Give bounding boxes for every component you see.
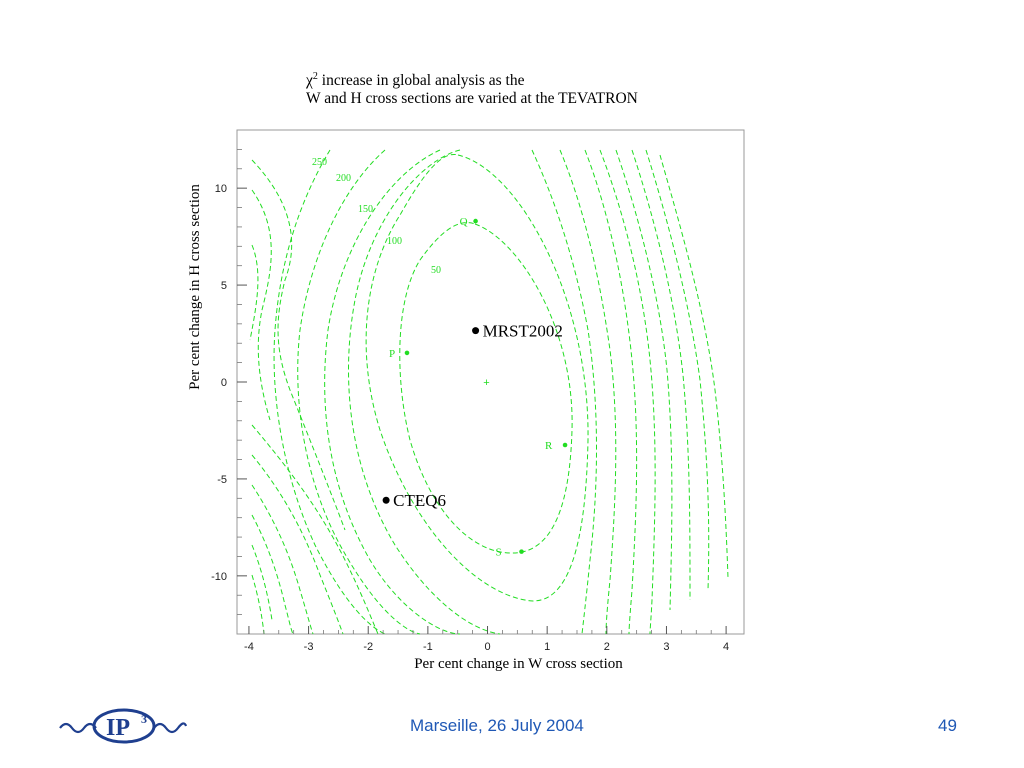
chi-symbol: χ (306, 72, 313, 90)
footer-text: Marseille, 26 July 2004 (410, 716, 584, 735)
contour-line (531, 149, 597, 635)
green-point-r (562, 442, 568, 448)
contour-line (599, 149, 656, 635)
y-tick-label: 5 (221, 280, 227, 292)
x-tick-label: -3 (304, 641, 314, 653)
logo-superscript: 3 (141, 712, 147, 726)
chi-superscript: 2 (312, 71, 318, 82)
contour-line (399, 222, 573, 554)
x-tick-label: -4 (244, 641, 254, 653)
green-point-s (519, 549, 524, 554)
point-label-mrst2002: MRST2002 (483, 322, 563, 341)
x-tick-label: 1 (544, 641, 550, 653)
x-tick-label: 2 (604, 641, 610, 653)
point-label-cteq6: CTEQ6 (393, 491, 446, 510)
y-tick-label: 10 (215, 183, 227, 195)
green-point-q (473, 218, 478, 224)
origin-marker: + (483, 377, 489, 389)
contour-line (251, 159, 346, 531)
contour-label: 200 (336, 173, 351, 184)
title-line-1: increase in global analysis as the (317, 72, 525, 90)
contour-line (324, 149, 461, 635)
logo-wave-right (153, 722, 188, 734)
x-tick-label: 0 (484, 641, 490, 653)
point-mrst2002 (472, 327, 480, 335)
contour-label: 250 (312, 157, 327, 168)
x-axis-title: Per cent change in W cross section (414, 656, 623, 672)
x-tick-label: 3 (663, 641, 669, 653)
point-cteq6 (382, 496, 390, 504)
ip3-logo: IP 3 (58, 706, 188, 751)
contour-line (348, 149, 501, 635)
contour-line (365, 154, 589, 602)
contour-line (631, 149, 691, 601)
y-axis-title: Per cent change in H cross section (187, 184, 203, 390)
contour-line (251, 484, 314, 635)
y-tick-label: -5 (217, 474, 227, 486)
contour-line (251, 574, 265, 635)
y-tick-label: 0 (221, 377, 227, 389)
logo-text: IP (106, 715, 130, 741)
contour-line (251, 544, 273, 621)
contour-line (559, 149, 617, 635)
green-point-label: Q (460, 216, 468, 228)
x-tick-label: 4 (723, 641, 729, 653)
logo-wave-left (59, 722, 97, 734)
contour-line (251, 514, 294, 635)
contour-label: 150 (358, 204, 373, 215)
contour-line (297, 149, 421, 635)
contour-line (273, 149, 386, 635)
ip3-logo-graphic: IP 3 (59, 708, 188, 744)
x-tick-label: -2 (363, 641, 373, 653)
green-point-label: S (496, 547, 502, 559)
chart-title: χ2 increase in global analysis as the W … (306, 68, 638, 108)
contour-line (249, 244, 259, 341)
title-line-2: W and H cross sections are varied at the… (306, 90, 638, 108)
contour-label: 100 (387, 236, 402, 247)
contour-label: 50 (431, 265, 441, 276)
contour-line (251, 189, 272, 421)
green-point-p (404, 350, 410, 356)
contour-line (659, 154, 729, 579)
logo-ring (92, 708, 156, 744)
page-number: 49 (938, 716, 957, 735)
contour-line (645, 149, 710, 591)
contour-line (615, 149, 673, 611)
green-point-label: P (389, 348, 395, 360)
x-tick-label: -1 (423, 641, 433, 653)
green-point-label: R (545, 440, 553, 452)
contour-line (584, 149, 638, 635)
y-tick-label: -10 (211, 571, 227, 583)
